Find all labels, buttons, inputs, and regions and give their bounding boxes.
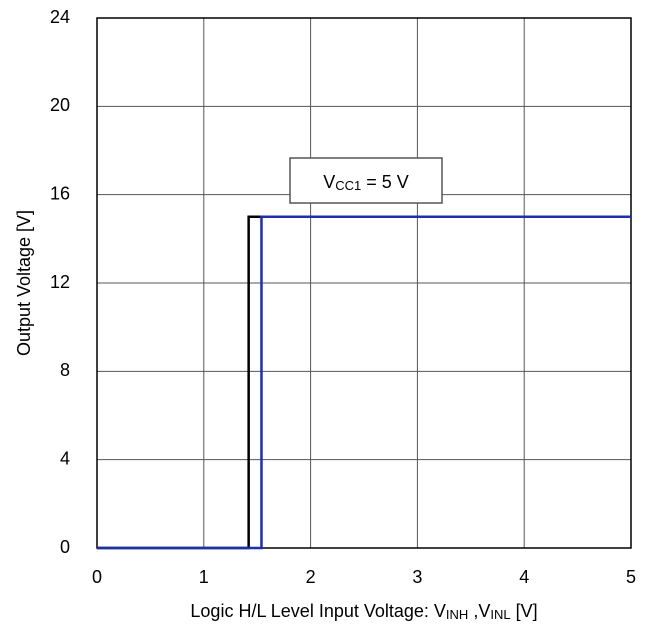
label-subscript: INL — [490, 607, 510, 622]
annotation: VCC1 = 5 V — [323, 172, 409, 194]
y-tick-label: 0 — [60, 537, 70, 557]
y-tick-label: 4 — [60, 448, 70, 468]
y-axis-label: Output Voltage [V] — [14, 210, 34, 356]
x-tick-label: 0 — [92, 567, 102, 587]
x-tick-label: 4 — [519, 567, 529, 587]
y-tick-label: 12 — [50, 272, 70, 292]
data-line — [97, 215, 631, 550]
label-text: ,V — [468, 601, 490, 621]
plot-frame — [96, 17, 632, 549]
x-tick-label: 3 — [412, 567, 422, 587]
x-axis-label: Logic H/L Level Input Voltage: VINH ,VIN… — [190, 601, 537, 623]
data-line — [97, 215, 631, 550]
label-text: = 5 V — [361, 172, 409, 192]
label-subscript: INH — [446, 607, 468, 622]
y-tick-label: 16 — [50, 183, 70, 203]
x-tick-label: 2 — [306, 567, 316, 587]
y-tick-label: 8 — [60, 360, 70, 380]
label-text: Logic H/L Level Input Voltage: V — [190, 601, 446, 621]
label-subscript: CC1 — [335, 178, 361, 193]
annotation-box — [289, 157, 443, 204]
label-text: V — [323, 172, 335, 192]
y-tick-label: 24 — [50, 7, 70, 27]
label-text: [V] — [511, 601, 538, 621]
x-tick-label: 1 — [199, 567, 209, 587]
y-tick-label: 20 — [50, 95, 70, 115]
x-tick-label: 5 — [626, 567, 636, 587]
